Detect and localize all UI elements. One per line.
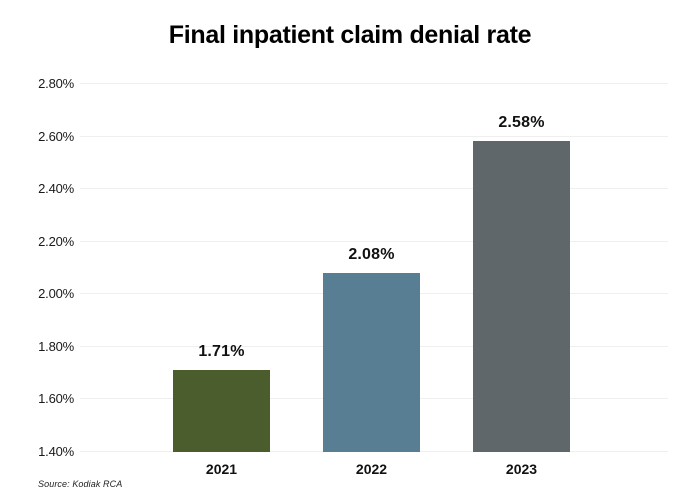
x-axis-tick-label: 2022	[355, 461, 388, 477]
y-axis-tick-label: 1.60%	[38, 391, 74, 406]
y-axis-tick-label: 1.80%	[38, 338, 74, 354]
source-note: Source: Kodiak RCA	[38, 479, 123, 489]
x-axis-tick-label: 2021	[205, 461, 238, 477]
bar-value-label: 2.08%	[348, 245, 395, 263]
y-axis-tick-label: 2.80%	[38, 76, 74, 91]
y-axis-tick-label: 2.40%	[38, 181, 74, 196]
x-axis-tick-label: 2023	[505, 461, 538, 477]
bar-value-label: 2.58%	[498, 114, 545, 132]
bar-2022	[323, 272, 420, 452]
y-axis-tick-label: 2.20%	[38, 233, 74, 249]
y-axis-tick-label: 1.40%	[38, 443, 74, 459]
bar-2023	[473, 141, 570, 452]
gridline	[80, 135, 668, 137]
chart-title: Final inpatient claim denial rate	[168, 21, 532, 49]
gridline	[80, 83, 668, 84]
gridline	[80, 240, 668, 242]
gridline	[80, 188, 668, 189]
bar-value-label: 1.71%	[198, 342, 245, 360]
bar-2021	[173, 369, 270, 452]
y-axis-tick-label: 2.60%	[38, 128, 74, 144]
y-axis-tick-label: 2.00%	[38, 286, 74, 301]
